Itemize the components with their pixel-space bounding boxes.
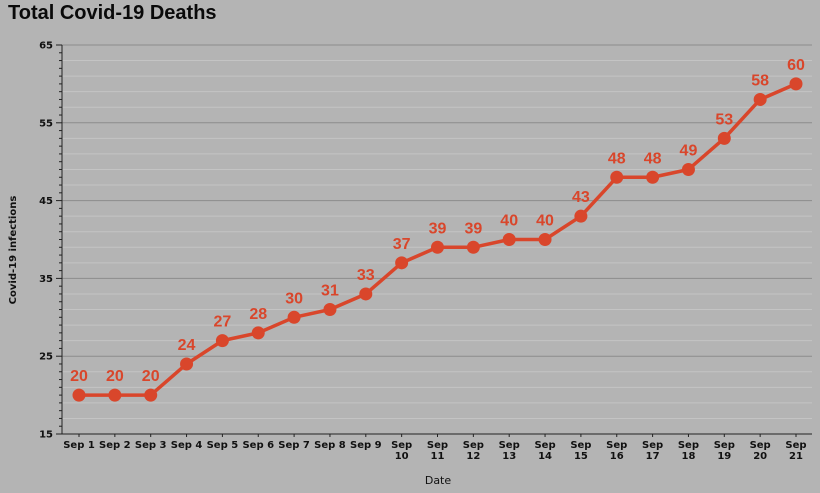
- x-tick-label: Sep 10: [391, 440, 412, 462]
- x-tick-label: Sep 19: [714, 440, 735, 462]
- x-tick-label: Sep 4: [171, 440, 203, 451]
- data-point: [502, 233, 516, 246]
- data-label: 49: [680, 142, 698, 159]
- data-point: [431, 240, 444, 254]
- data-label: 20: [142, 368, 160, 385]
- data-label: 40: [500, 213, 518, 230]
- data-label: 53: [715, 111, 733, 128]
- data-label: 24: [178, 337, 196, 354]
- data-point: [359, 287, 373, 301]
- x-tick-label: Sep 7: [278, 440, 310, 451]
- data-point: [287, 310, 301, 324]
- data-point: [108, 388, 122, 402]
- x-tick-label: Sep 8: [314, 440, 346, 451]
- data-point: [466, 240, 480, 254]
- data-label: 20: [106, 368, 124, 385]
- y-tick-label: 55: [39, 118, 53, 129]
- x-tick-label: Sep 15: [570, 440, 591, 462]
- x-tick-label: Sep 14: [534, 440, 555, 462]
- data-label: 60: [787, 57, 805, 74]
- chart-title: Total Covid-19 Deaths: [8, 2, 217, 24]
- data-point: [538, 233, 552, 246]
- x-tick-label: Sep 21: [785, 440, 806, 462]
- x-tick-label: Sep 5: [207, 440, 239, 451]
- data-point: [144, 388, 158, 402]
- data-label: 37: [393, 236, 411, 253]
- data-label: 40: [536, 213, 554, 230]
- x-tick-label: Sep 1: [63, 440, 95, 451]
- data-point: [646, 170, 660, 184]
- x-tick-label: Sep 9: [350, 440, 382, 451]
- x-tick-label: Sep 3: [135, 440, 167, 451]
- data-label: 58: [751, 72, 769, 89]
- x-tick-label: Sep 16: [606, 440, 627, 462]
- data-point: [323, 303, 337, 317]
- x-axis-title: Date: [425, 474, 452, 487]
- data-point: [180, 357, 194, 371]
- x-tick-label: Sep 20: [750, 440, 771, 462]
- data-label: 43: [572, 189, 590, 206]
- data-label: 30: [285, 290, 303, 307]
- y-tick-label: 35: [39, 274, 53, 285]
- data-label: 48: [644, 150, 662, 167]
- data-point: [574, 209, 588, 223]
- y-tick-label: 45: [39, 196, 53, 207]
- x-tick-label: Sep 12: [463, 440, 484, 462]
- data-point: [251, 326, 265, 340]
- x-tick-label: Sep 17: [642, 440, 663, 462]
- data-label: 39: [429, 220, 447, 237]
- data-point: [789, 77, 803, 91]
- x-tick-label: Sep 11: [427, 440, 448, 462]
- y-tick-label: 25: [39, 352, 53, 363]
- data-labels: 20 20 20 24 27 28 30 31 33 37 39 39 40 40 43 48 48 49 53 58…: [70, 57, 805, 385]
- data-label: 27: [214, 314, 232, 331]
- x-tick-label: Sep 13: [499, 440, 520, 462]
- data-label: 48: [608, 150, 626, 167]
- data-point: [72, 388, 86, 402]
- data-point: [681, 162, 695, 176]
- x-tick-label: Sep 6: [242, 440, 274, 451]
- data-point: [610, 170, 624, 184]
- data-point: [215, 334, 229, 348]
- y-axis-title: Covid-19 infections: [8, 196, 19, 305]
- data-label: 33: [357, 267, 375, 284]
- y-tick-label: 15: [39, 430, 53, 441]
- x-tick-label: Sep 18: [678, 440, 699, 462]
- y-tick-label: 65: [39, 41, 53, 52]
- data-label: 28: [249, 306, 267, 323]
- data-label: 20: [70, 368, 88, 385]
- x-tick-label: Sep 2: [99, 440, 131, 451]
- data-point: [395, 256, 409, 270]
- data-point: [717, 131, 731, 145]
- series-deaths: [72, 77, 803, 402]
- data-label: 31: [321, 283, 339, 300]
- data-label: 39: [464, 220, 482, 237]
- data-point: [753, 92, 767, 106]
